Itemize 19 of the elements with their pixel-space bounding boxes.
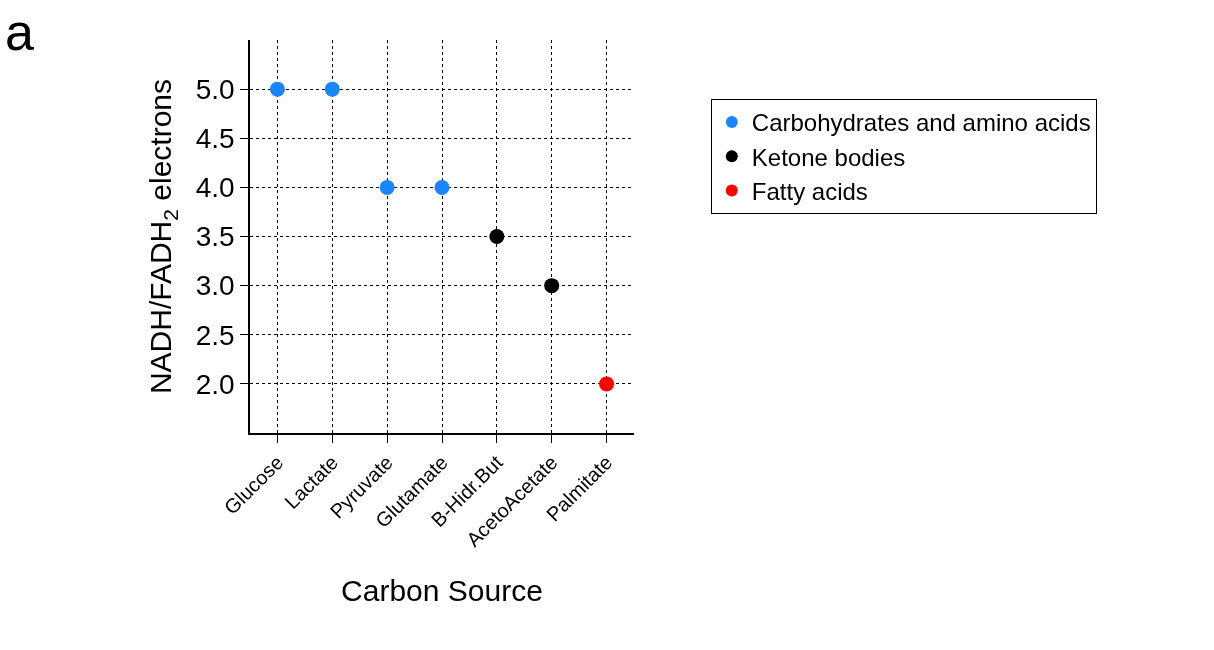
y-tick-label: 5.0 <box>195 73 235 105</box>
y-tick-label: 4.5 <box>195 123 235 155</box>
x-axis-title: Carbon Source <box>341 573 543 607</box>
point <box>544 278 560 294</box>
point <box>434 179 450 195</box>
y-tick-label: 3.5 <box>195 221 235 253</box>
point <box>599 376 615 392</box>
y-tick-label: 2.5 <box>195 319 235 351</box>
legend-label: Fatty acids <box>751 177 868 205</box>
y-tick-label: 3.0 <box>195 270 235 302</box>
point <box>269 81 285 97</box>
y-tick-label: 4.0 <box>195 172 235 204</box>
point <box>489 229 505 244</box>
point <box>324 81 340 97</box>
point <box>379 179 395 195</box>
y-tick-label: 2.0 <box>195 368 235 400</box>
legend-label: Carbohydrates and amino acids <box>751 109 1091 137</box>
legend-label: Ketone bodies <box>751 143 906 171</box>
text: a <box>5 3 34 61</box>
